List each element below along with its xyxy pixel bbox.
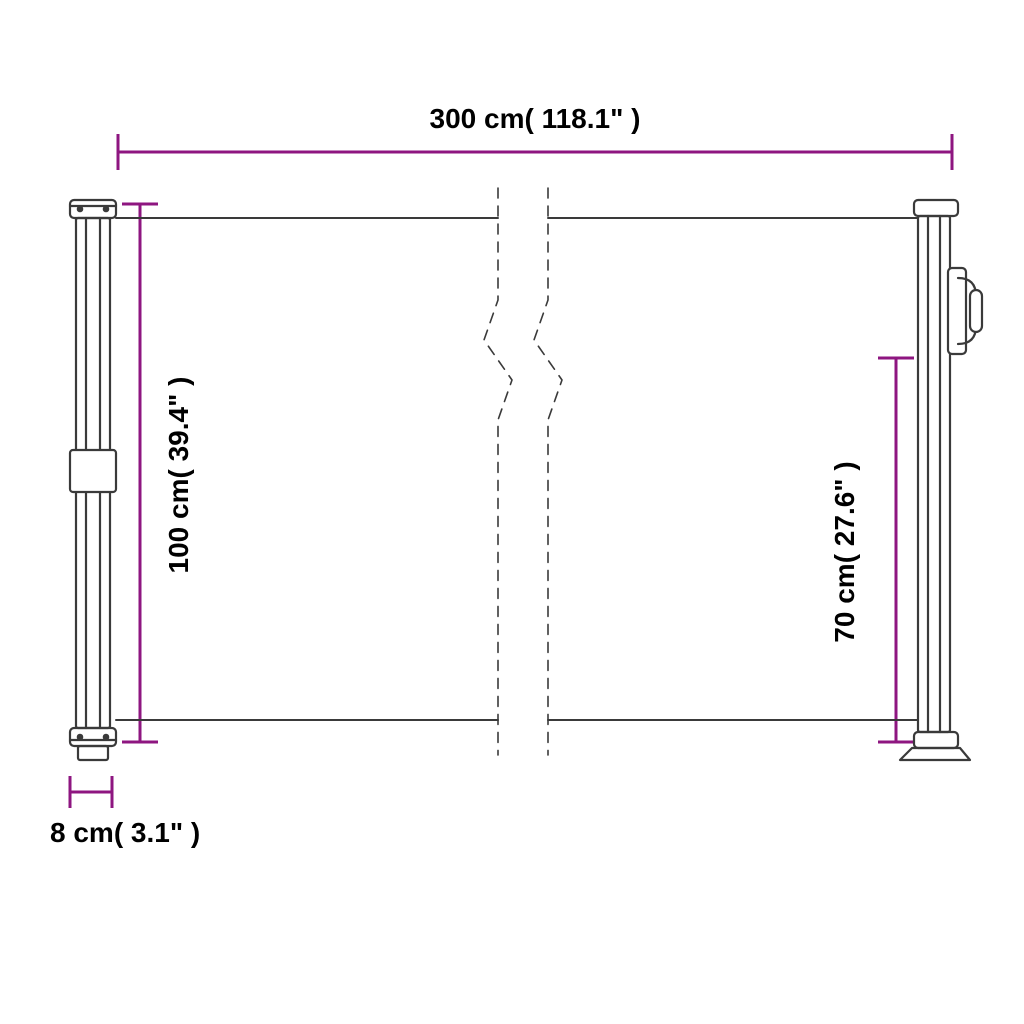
left-post — [70, 200, 116, 760]
break-mark-right — [534, 188, 562, 755]
break-mark-left — [484, 188, 512, 755]
dim-height-right-label: 70 cm( 27.6" ) — [829, 461, 860, 642]
dim-height-left: 100 cm( 39.4" ) — [122, 204, 194, 742]
pull-handle — [948, 268, 982, 354]
dim-width: 300 cm( 118.1" ) — [118, 103, 952, 170]
fabric-panel — [116, 218, 918, 720]
dim-width-label: 300 cm( 118.1" ) — [430, 103, 641, 134]
dimension-lines: 300 cm( 118.1" ) 100 cm( 39.4" ) 70 cm( … — [50, 103, 952, 848]
right-post — [900, 200, 982, 760]
dim-height-left-label: 100 cm( 39.4" ) — [163, 377, 194, 574]
dim-depth-label: 8 cm( 3.1" ) — [50, 817, 200, 848]
dim-height-right: 70 cm( 27.6" ) — [829, 358, 914, 742]
dimension-diagram: 300 cm( 118.1" ) 100 cm( 39.4" ) 70 cm( … — [0, 0, 1024, 1024]
dim-depth: 8 cm( 3.1" ) — [50, 776, 200, 848]
